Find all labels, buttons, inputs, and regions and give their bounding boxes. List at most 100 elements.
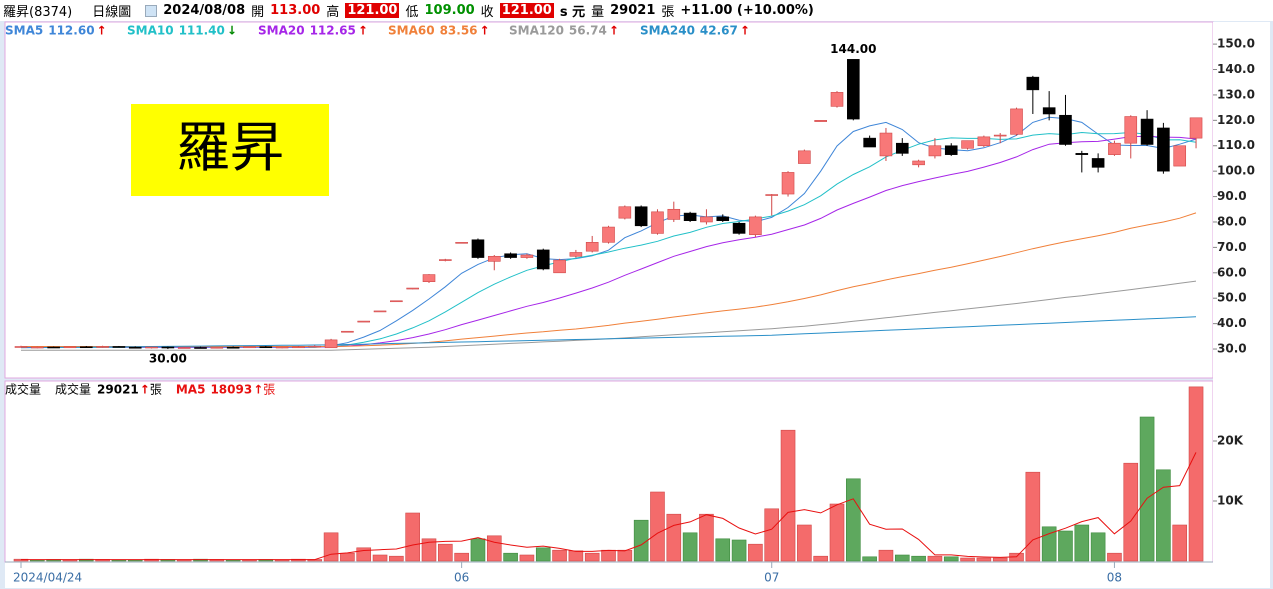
volume-bar <box>960 557 975 562</box>
legend-arrow: ↑ <box>358 24 368 38</box>
max-label: 144.00 <box>830 42 876 56</box>
legend-value: 18093 <box>210 383 252 397</box>
candle-body <box>292 346 305 349</box>
open-label: 開 <box>251 5 265 20</box>
volume-unit: 張 <box>661 5 675 20</box>
y-tick-label: 100.0 <box>1217 164 1255 178</box>
volume-bar <box>486 535 502 562</box>
x-tick-label: 08 <box>1107 571 1122 585</box>
candle-body <box>716 216 730 222</box>
volume-bar <box>584 552 600 562</box>
legend-value: 56.74 <box>569 24 607 38</box>
candle-body <box>1075 153 1089 155</box>
x-tick-label: 2024/04/24 <box>13 571 82 585</box>
candle-body <box>569 252 583 257</box>
sma-line <box>21 212 1197 347</box>
candle-body <box>798 150 811 164</box>
volume-bar <box>862 556 877 562</box>
volume-bar <box>552 549 567 562</box>
volume-bar <box>699 513 714 562</box>
volume-bar <box>1074 524 1090 562</box>
legend-value: 112.65 <box>310 24 356 38</box>
volume-bar <box>1025 471 1041 562</box>
candle-body <box>1091 158 1105 168</box>
candle-body <box>96 346 109 348</box>
volume-bar <box>764 508 780 562</box>
legend-arrow: ↑ <box>97 24 107 38</box>
candle-body <box>602 226 615 243</box>
candle-body <box>63 346 77 349</box>
volume-bar <box>617 549 633 562</box>
candle-body <box>700 216 713 223</box>
candle-body <box>553 259 566 274</box>
candle-body <box>536 249 550 270</box>
candle-body <box>145 346 158 349</box>
checkbox[interactable] <box>145 4 158 17</box>
volume-bar <box>748 543 763 562</box>
candle-body <box>194 347 207 349</box>
close-label: 收 <box>480 5 494 20</box>
volume-bar <box>405 512 420 562</box>
volume-name: 成交量 <box>55 382 91 397</box>
y-tick-label: 50.0 <box>1217 291 1247 305</box>
price-panel <box>4 21 1214 379</box>
x-tick-label: 07 <box>764 571 779 585</box>
volume-bar <box>666 513 682 562</box>
volume-bar <box>780 429 796 562</box>
volume-bar <box>340 552 355 562</box>
volume-bar <box>470 538 486 562</box>
volume-title: 成交量 <box>5 382 41 397</box>
legend-arrow: ↑ <box>253 383 263 397</box>
y-tick-label: 40.0 <box>1217 316 1247 330</box>
candle-body <box>814 120 827 122</box>
candle-body <box>520 254 534 258</box>
y-tick-label: 140.0 <box>1217 62 1255 76</box>
volume-bar <box>797 524 812 562</box>
candle-body <box>1010 108 1023 135</box>
y-tick-label: 150.0 <box>1217 37 1255 51</box>
candle-body <box>31 346 44 349</box>
min-label: 30.00 <box>149 352 187 366</box>
candle-body <box>781 172 795 195</box>
candle-body <box>1026 76 1040 91</box>
candle-body <box>1173 145 1187 167</box>
candle-body <box>830 92 844 107</box>
volume-bar <box>1058 530 1073 562</box>
volume-ma-line <box>21 452 1197 561</box>
legend-name: SMA10 <box>127 24 174 38</box>
candle-body <box>47 346 60 349</box>
candle-body <box>308 345 322 348</box>
legend-arrow: ↑ <box>609 24 619 38</box>
volume-bar <box>323 532 339 562</box>
y-tick-label: 20K <box>1217 434 1244 448</box>
price-unit: s 元 <box>559 5 586 20</box>
volume-bar <box>813 555 828 562</box>
volume-bar <box>846 478 861 562</box>
candle-body <box>455 242 468 244</box>
volume-unit: 張 <box>150 383 162 397</box>
volume-bar <box>1139 416 1155 562</box>
watermark: 羅昇 <box>176 116 284 179</box>
volume-bar <box>976 557 992 562</box>
volume-bar <box>992 557 1008 562</box>
volume-bar <box>1172 524 1188 562</box>
candle-body <box>618 206 632 219</box>
legend-value: 42.67 <box>700 24 738 38</box>
low-label: 低 <box>405 5 419 20</box>
candle-body <box>161 346 175 349</box>
x-tick-label: 06 <box>454 571 469 585</box>
candle-body <box>732 222 746 234</box>
candle-body <box>912 160 925 166</box>
candle-body <box>439 259 452 261</box>
volume-bar <box>731 539 747 562</box>
volume-bar <box>454 552 469 562</box>
legend-value: 111.40 <box>179 24 225 38</box>
x-axis-panel <box>5 562 1270 588</box>
y-tick-label: 60.0 <box>1217 265 1247 279</box>
volume-bar <box>1123 462 1139 562</box>
volume-bar <box>943 556 959 562</box>
candle-body <box>863 137 876 148</box>
candle-body <box>585 242 599 252</box>
